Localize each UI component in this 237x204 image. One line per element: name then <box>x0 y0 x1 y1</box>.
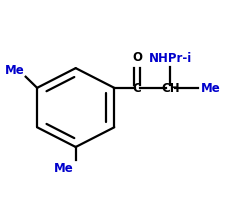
Text: Me: Me <box>5 63 25 76</box>
Text: Me: Me <box>54 161 73 174</box>
Text: O: O <box>132 51 142 64</box>
Text: NHPr-i: NHPr-i <box>149 51 192 64</box>
Text: CH: CH <box>161 82 180 95</box>
Text: C: C <box>133 82 141 95</box>
Text: Me: Me <box>201 82 221 95</box>
